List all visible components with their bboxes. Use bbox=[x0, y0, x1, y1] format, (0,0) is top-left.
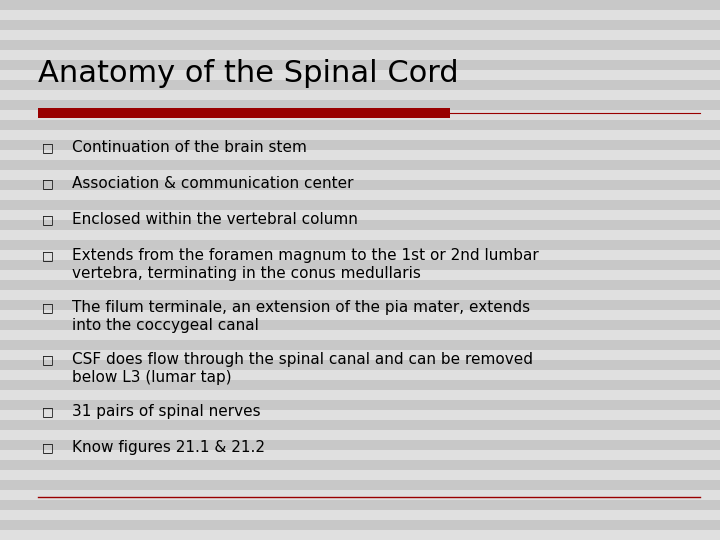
Bar bbox=[0, 240, 720, 250]
Bar bbox=[0, 370, 720, 380]
Bar bbox=[0, 500, 720, 510]
Bar bbox=[0, 460, 720, 470]
Bar bbox=[0, 330, 720, 340]
Text: below L3 (lumar tap): below L3 (lumar tap) bbox=[72, 370, 232, 385]
Bar bbox=[0, 310, 720, 320]
Bar bbox=[0, 250, 720, 260]
Bar bbox=[0, 110, 720, 120]
Bar bbox=[0, 190, 720, 200]
Bar bbox=[0, 510, 720, 520]
Bar bbox=[0, 450, 720, 460]
Bar bbox=[0, 100, 720, 110]
Text: 31 pairs of spinal nerves: 31 pairs of spinal nerves bbox=[72, 404, 261, 419]
Bar bbox=[38, 108, 450, 118]
Text: into the coccygeal canal: into the coccygeal canal bbox=[72, 318, 259, 333]
Text: Enclosed within the vertebral column: Enclosed within the vertebral column bbox=[72, 212, 358, 227]
Bar bbox=[0, 520, 720, 530]
Bar bbox=[0, 120, 720, 130]
Bar bbox=[0, 20, 720, 30]
Bar bbox=[0, 80, 720, 90]
Bar bbox=[0, 410, 720, 420]
Bar bbox=[0, 40, 720, 50]
Bar bbox=[0, 150, 720, 160]
Bar bbox=[0, 280, 720, 290]
Bar bbox=[0, 530, 720, 540]
Bar bbox=[0, 50, 720, 60]
Text: □: □ bbox=[42, 442, 54, 455]
Text: Continuation of the brain stem: Continuation of the brain stem bbox=[72, 140, 307, 155]
Text: vertebra, terminating in the conus medullaris: vertebra, terminating in the conus medul… bbox=[72, 266, 421, 281]
Bar bbox=[0, 160, 720, 170]
Bar bbox=[0, 390, 720, 400]
Bar bbox=[0, 30, 720, 40]
Bar bbox=[0, 480, 720, 490]
Bar bbox=[0, 490, 720, 500]
Bar bbox=[0, 430, 720, 440]
Bar bbox=[0, 350, 720, 360]
Bar bbox=[0, 90, 720, 100]
Bar bbox=[0, 60, 720, 70]
Bar bbox=[0, 380, 720, 390]
Bar bbox=[0, 440, 720, 450]
Text: □: □ bbox=[42, 354, 54, 367]
Bar bbox=[0, 290, 720, 300]
Bar bbox=[0, 210, 720, 220]
Bar bbox=[0, 140, 720, 150]
Bar bbox=[0, 360, 720, 370]
Bar bbox=[0, 230, 720, 240]
Text: □: □ bbox=[42, 406, 54, 419]
Bar bbox=[0, 260, 720, 270]
Bar bbox=[0, 10, 720, 20]
Bar bbox=[0, 420, 720, 430]
Bar bbox=[0, 320, 720, 330]
Bar bbox=[0, 170, 720, 180]
Bar bbox=[0, 0, 720, 10]
Bar bbox=[0, 400, 720, 410]
Text: Extends from the foramen magnum to the 1st or 2nd lumbar: Extends from the foramen magnum to the 1… bbox=[72, 248, 539, 263]
Text: □: □ bbox=[42, 301, 54, 314]
Text: □: □ bbox=[42, 213, 54, 226]
Text: □: □ bbox=[42, 249, 54, 262]
Bar bbox=[0, 270, 720, 280]
Text: □: □ bbox=[42, 141, 54, 154]
Bar bbox=[0, 220, 720, 230]
Bar bbox=[0, 200, 720, 210]
Bar bbox=[0, 130, 720, 140]
Bar bbox=[0, 180, 720, 190]
Bar bbox=[0, 340, 720, 350]
Text: Anatomy of the Spinal Cord: Anatomy of the Spinal Cord bbox=[38, 59, 459, 88]
Bar bbox=[0, 470, 720, 480]
Bar bbox=[0, 70, 720, 80]
Text: □: □ bbox=[42, 178, 54, 191]
Text: CSF does flow through the spinal canal and can be removed: CSF does flow through the spinal canal a… bbox=[72, 352, 533, 367]
Bar bbox=[0, 300, 720, 310]
Text: The filum terminale, an extension of the pia mater, extends: The filum terminale, an extension of the… bbox=[72, 300, 530, 315]
Text: Association & communication center: Association & communication center bbox=[72, 176, 354, 191]
Text: Know figures 21.1 & 21.2: Know figures 21.1 & 21.2 bbox=[72, 440, 265, 455]
